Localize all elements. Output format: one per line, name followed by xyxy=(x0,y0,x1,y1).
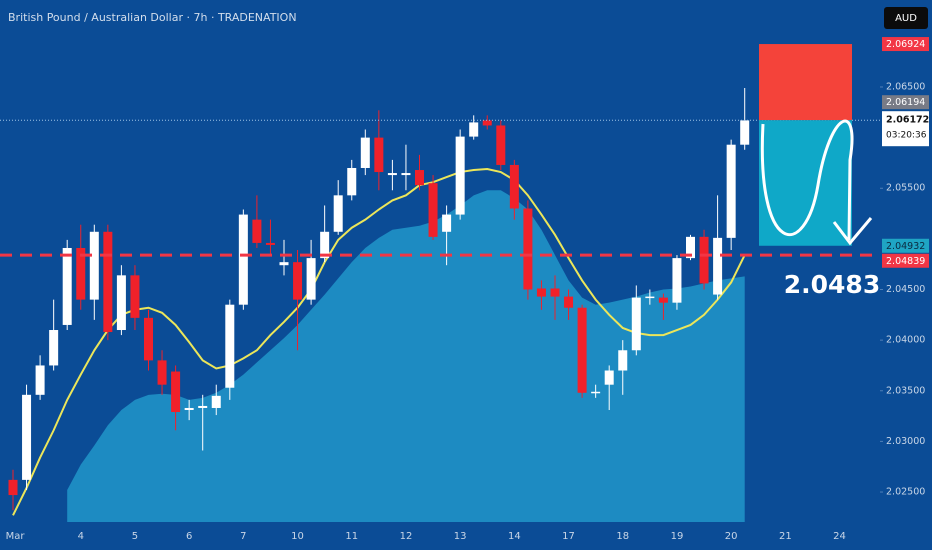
x-tick-label: 14 xyxy=(508,531,521,542)
stop-zone xyxy=(759,44,852,121)
x-tick-label: 7 xyxy=(240,531,246,542)
candle-body xyxy=(482,120,492,126)
y-tick-label: 2.03500 xyxy=(886,385,925,396)
candle-body xyxy=(211,395,221,408)
candle-body xyxy=(631,297,641,351)
annotation: 2.0483 xyxy=(784,270,880,299)
y-tick-label: 2.05500 xyxy=(886,183,925,194)
candle-body xyxy=(469,122,479,137)
candle-body xyxy=(604,370,614,385)
candle-body xyxy=(265,242,275,245)
forecast-arrow xyxy=(760,119,854,241)
current-price-label: 2.06172 xyxy=(886,115,929,126)
candle-body xyxy=(360,137,370,168)
candle-body xyxy=(89,231,99,300)
candle-body xyxy=(293,262,303,300)
candle-body xyxy=(171,371,181,413)
candle-body xyxy=(130,275,140,318)
candle-body xyxy=(35,365,45,395)
candle-body xyxy=(672,258,682,303)
candle-body xyxy=(509,164,519,209)
candle-body xyxy=(8,479,18,496)
x-tick-label: 4 xyxy=(78,531,84,542)
price-label: 2.06924 xyxy=(886,39,925,50)
price-label-box xyxy=(882,95,929,110)
x-tick-label: Mar xyxy=(6,531,26,542)
candle-body xyxy=(428,183,438,237)
currency-label: AUD xyxy=(895,13,917,24)
x-tick-label: 11 xyxy=(345,531,358,542)
candle-body xyxy=(157,360,167,385)
candle-body xyxy=(564,296,574,308)
candle-body xyxy=(116,275,126,331)
candle-body xyxy=(374,137,384,173)
candle-body xyxy=(62,247,72,325)
x-tick-label: 19 xyxy=(671,531,684,542)
price-label: 2.06194 xyxy=(886,97,925,108)
price-label: 2.04839 xyxy=(886,256,925,267)
candle-body xyxy=(333,195,343,232)
x-tick-label: 5 xyxy=(132,531,138,542)
candle-body xyxy=(455,136,465,215)
candle-body xyxy=(401,173,411,176)
candle-body xyxy=(306,258,316,300)
x-tick-label: 6 xyxy=(186,531,192,542)
x-tick-label: 20 xyxy=(725,531,738,542)
y-tick-label: 2.02500 xyxy=(886,487,925,498)
current-price-box xyxy=(882,111,929,147)
candle-body xyxy=(279,262,289,266)
price-label-box xyxy=(882,37,929,52)
candle-body xyxy=(387,173,397,176)
candle-body xyxy=(76,247,86,300)
candle-body xyxy=(658,297,668,303)
chart-title: British Pound / Australian Dollar · 7h ·… xyxy=(8,11,297,24)
candle-body xyxy=(415,170,424,186)
candle-body xyxy=(740,120,750,145)
candle-body xyxy=(198,405,208,408)
candle-body xyxy=(442,214,452,232)
countdown-label: 03:20:36 xyxy=(886,131,927,141)
candle-body xyxy=(252,219,262,243)
candle-body xyxy=(49,330,59,366)
price-label: 2.04932 xyxy=(886,241,925,252)
x-tick-label: 12 xyxy=(400,531,413,542)
candle-body xyxy=(347,167,357,196)
candle-body xyxy=(577,307,587,393)
x-tick-label: 18 xyxy=(616,531,629,542)
candle-body xyxy=(22,394,32,480)
candle-body xyxy=(103,231,113,333)
candle-body xyxy=(320,231,330,259)
candle-body xyxy=(144,317,153,361)
x-tick-label: 21 xyxy=(779,531,792,542)
candle-body xyxy=(184,407,194,411)
moving-average-area xyxy=(67,190,745,522)
price-label-box xyxy=(882,238,929,253)
y-tick-label: 2.04500 xyxy=(886,284,925,295)
candle-body xyxy=(238,214,248,305)
y-tick-label: 2.04000 xyxy=(886,335,925,346)
candle-body xyxy=(225,304,235,388)
x-tick-label: 24 xyxy=(833,531,846,542)
forecast-arrowhead xyxy=(832,217,873,246)
candle-body xyxy=(726,144,736,238)
currency-badge xyxy=(884,7,928,29)
candle-body xyxy=(496,125,506,165)
candle-body xyxy=(591,391,601,394)
candle-body xyxy=(523,208,533,290)
candle-body xyxy=(686,236,695,259)
candle-body xyxy=(550,288,560,297)
candle-body xyxy=(699,236,709,284)
y-tick-label: 2.03000 xyxy=(886,436,925,447)
price-label-box xyxy=(882,253,929,268)
candle-body xyxy=(618,350,628,371)
x-tick-label: 13 xyxy=(454,531,467,542)
candle-body xyxy=(536,288,546,297)
candle-body xyxy=(645,296,655,299)
x-tick-label: 17 xyxy=(562,531,575,542)
candle-body xyxy=(713,237,723,295)
x-tick-label: 10 xyxy=(291,531,304,542)
y-tick-label: 2.06500 xyxy=(886,81,925,92)
